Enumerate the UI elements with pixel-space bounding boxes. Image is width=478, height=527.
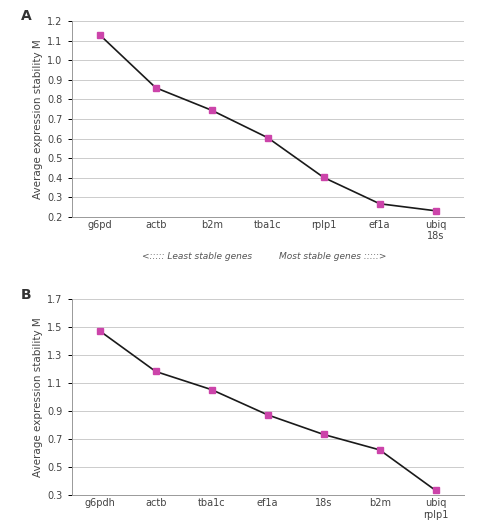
Y-axis label: Average expression stability M: Average expression stability M <box>33 317 43 477</box>
Text: <::::: Least stable genes: <::::: Least stable genes <box>142 252 252 261</box>
Text: Most stable genes :::::>: Most stable genes :::::> <box>280 252 387 261</box>
Text: B: B <box>21 288 32 301</box>
Text: A: A <box>21 9 32 23</box>
Y-axis label: Average expression stability M: Average expression stability M <box>33 39 43 199</box>
